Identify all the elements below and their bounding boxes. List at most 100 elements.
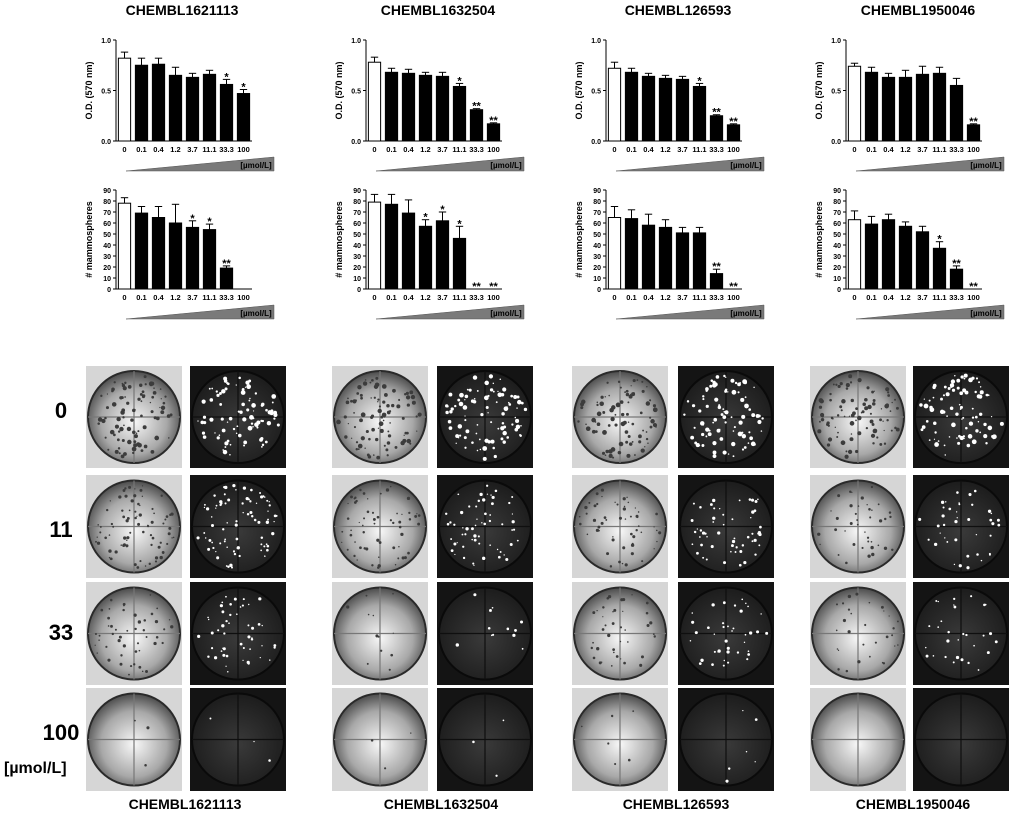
x-tick-label: 33.3 — [469, 293, 484, 302]
y-tick-label: 0.5 — [831, 89, 841, 96]
y-tick-label: 1.0 — [591, 38, 601, 45]
dose-gradient-triangle — [375, 304, 525, 320]
significance-marker: ** — [489, 115, 498, 127]
y-axis-label: O.D. (570 nm) — [84, 61, 94, 119]
y-tick-label: 20 — [833, 265, 841, 272]
bar — [898, 76, 913, 142]
x-tick-label: 100 — [967, 145, 980, 154]
significance-marker: * — [423, 212, 428, 224]
dose-unit-label: [µmol/L] — [970, 309, 1002, 318]
significance-marker: * — [457, 218, 462, 230]
bar — [168, 74, 183, 142]
y-tick-label: 0.0 — [101, 139, 111, 146]
x-tick-label: 3.7 — [917, 145, 927, 154]
bar — [185, 226, 200, 290]
x-tick-label: 0 — [122, 293, 126, 302]
y-tick-label: 0.5 — [101, 89, 111, 96]
significance-marker: ** — [222, 258, 231, 270]
y-tick-label: 40 — [103, 243, 111, 250]
mammosphere-chart-3: # mammospheres 0 10 20 30 40 50 60 70 80 90 0 0.1 0.4… — [574, 188, 765, 320]
dose-label-100: 100 — [42, 720, 80, 745]
x-tick-label: 100 — [487, 293, 500, 302]
darkfield-well-image — [190, 475, 286, 578]
dose-label-0: 0 — [54, 398, 68, 423]
brightfield-well-image — [572, 475, 668, 578]
brightfield-well-image — [810, 366, 906, 468]
bar — [202, 229, 217, 290]
darkfield-well-image — [190, 582, 286, 685]
bar — [692, 232, 707, 290]
bar — [847, 65, 862, 142]
x-tick-label: 33.3 — [219, 145, 234, 154]
bar — [452, 85, 467, 142]
y-tick-label: 10 — [353, 276, 361, 283]
bar — [675, 78, 690, 142]
x-tick-label: 0.1 — [866, 293, 876, 302]
x-tick-label: 11.1 — [692, 145, 706, 154]
x-tick-label: 11.1 — [932, 145, 946, 154]
x-tick-label: 33.3 — [949, 293, 964, 302]
significance-marker: * — [190, 213, 195, 225]
y-tick-label: 0 — [837, 287, 841, 294]
x-tick-label: 3.7 — [187, 145, 197, 154]
x-tick-label: 33.3 — [219, 293, 234, 302]
bar — [151, 63, 166, 142]
significance-marker: * — [241, 81, 246, 93]
x-tick-label: 11.1 — [202, 145, 216, 154]
dose-gradient-triangle — [125, 304, 275, 320]
x-tick-label: 100 — [237, 145, 250, 154]
darkfield-well-image — [437, 688, 533, 791]
brightfield-well-image — [86, 582, 182, 685]
brightfield-well-image — [332, 582, 428, 685]
y-tick-label: 80 — [103, 199, 111, 206]
x-tick-label: 1.2 — [420, 293, 430, 302]
x-tick-label: 0.1 — [136, 293, 146, 302]
x-tick-label: 0 — [852, 293, 856, 302]
compound-title-bottom-2: CHEMBL1632504 — [383, 796, 499, 812]
brightfield-well-image — [332, 688, 428, 791]
x-tick-label: 0 — [612, 293, 616, 302]
darkfield-well-image — [913, 688, 1009, 791]
y-tick-label: 90 — [353, 188, 361, 195]
compound-title-bottom-1: CHEMBL1621113 — [128, 796, 242, 812]
bar — [401, 72, 416, 142]
y-tick-label: 50 — [353, 232, 361, 239]
x-tick-label: 33.3 — [949, 145, 964, 154]
bar — [881, 219, 896, 290]
y-tick-label: 0.0 — [831, 139, 841, 146]
bar — [607, 67, 622, 142]
bar — [168, 222, 183, 290]
dose-unit-label: [µmol/L] — [730, 161, 762, 170]
x-tick-label: 0.4 — [153, 145, 164, 154]
bar — [709, 273, 724, 290]
x-tick-label: 0 — [372, 145, 376, 154]
bar — [367, 61, 382, 142]
x-tick-label: 1.2 — [900, 145, 910, 154]
bar — [418, 225, 433, 290]
dose-gradient-triangle — [615, 304, 765, 320]
bar — [151, 217, 166, 290]
y-tick-label: 80 — [593, 199, 601, 206]
darkfield-well-image — [437, 582, 533, 685]
bar — [384, 203, 399, 290]
y-tick-label: 1.0 — [831, 38, 841, 45]
y-tick-label: 0 — [357, 287, 361, 294]
y-tick-label: 50 — [833, 232, 841, 239]
bar — [624, 218, 639, 290]
y-axis-label: O.D. (570 nm) — [334, 61, 344, 119]
y-tick-label: 80 — [353, 199, 361, 206]
brightfield-well-image — [810, 582, 906, 685]
bar — [134, 212, 149, 290]
mammosphere-chart-4: # mammospheres 0 10 20 30 40 50 60 70 80 90 0 0.1 0.4… — [814, 188, 1005, 320]
dose-unit-label: [µmol/L] — [4, 760, 67, 777]
brightfield-well-image — [86, 688, 182, 791]
compound-title-bottom-4: CHEMBL1950046 — [855, 796, 971, 812]
significance-marker: ** — [472, 101, 481, 113]
y-tick-label: 40 — [593, 243, 601, 250]
significance-marker: * — [207, 216, 212, 228]
bar — [658, 226, 673, 290]
bar — [219, 83, 234, 142]
x-tick-label: 33.3 — [469, 145, 484, 154]
brightfield-well-image — [572, 366, 668, 468]
od-chart-4: O.D. (570 nm) 0.0 0.5 1.0 0 0.1 0.4 1.2 3.7 11.1 3… — [814, 38, 1005, 172]
